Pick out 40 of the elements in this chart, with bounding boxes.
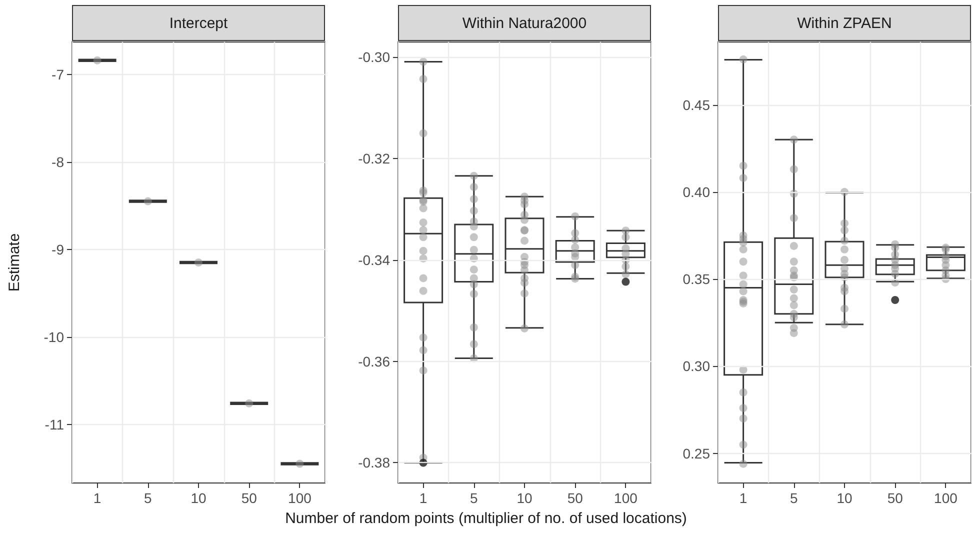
y-tick-label: 0.25	[682, 445, 710, 462]
chart-title: Within Natura2000	[398, 5, 651, 41]
y-tick-label: -7	[52, 66, 64, 82]
point	[194, 258, 202, 266]
x-tick-label: 1	[93, 490, 102, 506]
y-tick-label: -0.32	[358, 150, 390, 167]
y-tick-label: -9	[52, 241, 64, 258]
point	[144, 197, 152, 206]
x-tick-label: 50	[241, 490, 258, 506]
y-tick-label: 0.45	[682, 96, 710, 113]
y-tick-label: -0.30	[358, 49, 390, 66]
x-tick-label: 10	[190, 490, 206, 506]
x-tick-label: 1	[419, 490, 428, 506]
x-tick-label: 1	[739, 490, 748, 506]
y-tick-label: -10	[44, 328, 64, 345]
x-tick-label: 10	[836, 490, 852, 506]
chart-title: Within ZPAEN	[718, 5, 971, 41]
x-tick-label: 100	[288, 490, 312, 506]
y-tick-label: -0.34	[358, 252, 390, 268]
x-tick-label: 100	[614, 490, 638, 506]
x-tick-label: 5	[790, 490, 798, 506]
y-tick-label: 0.40	[682, 184, 710, 200]
y-tick-label: -0.38	[358, 454, 390, 471]
x-tick-label: 100	[934, 490, 958, 506]
x-axis-title: Number of random points (multiplier of no. of used locations)	[284, 510, 688, 527]
x-tick-label: 5	[144, 490, 152, 506]
x-tick-label: 50	[887, 490, 904, 506]
chart-title: Intercept	[72, 5, 325, 41]
x-tick-label: 5	[470, 490, 478, 506]
y-tick-label: -0.36	[358, 353, 390, 370]
point	[296, 460, 304, 468]
y-tick-label: 0.30	[682, 358, 710, 374]
x-tick-label: 50	[567, 490, 584, 506]
y-tick-label: -11	[44, 416, 64, 432]
y-tick-label: 0.35	[682, 271, 710, 288]
point	[93, 56, 102, 64]
point	[245, 399, 254, 408]
x-tick-label: 10	[516, 490, 532, 506]
y-axis-title: Estimate	[6, 233, 23, 292]
y-tick-label: -8	[52, 154, 64, 170]
